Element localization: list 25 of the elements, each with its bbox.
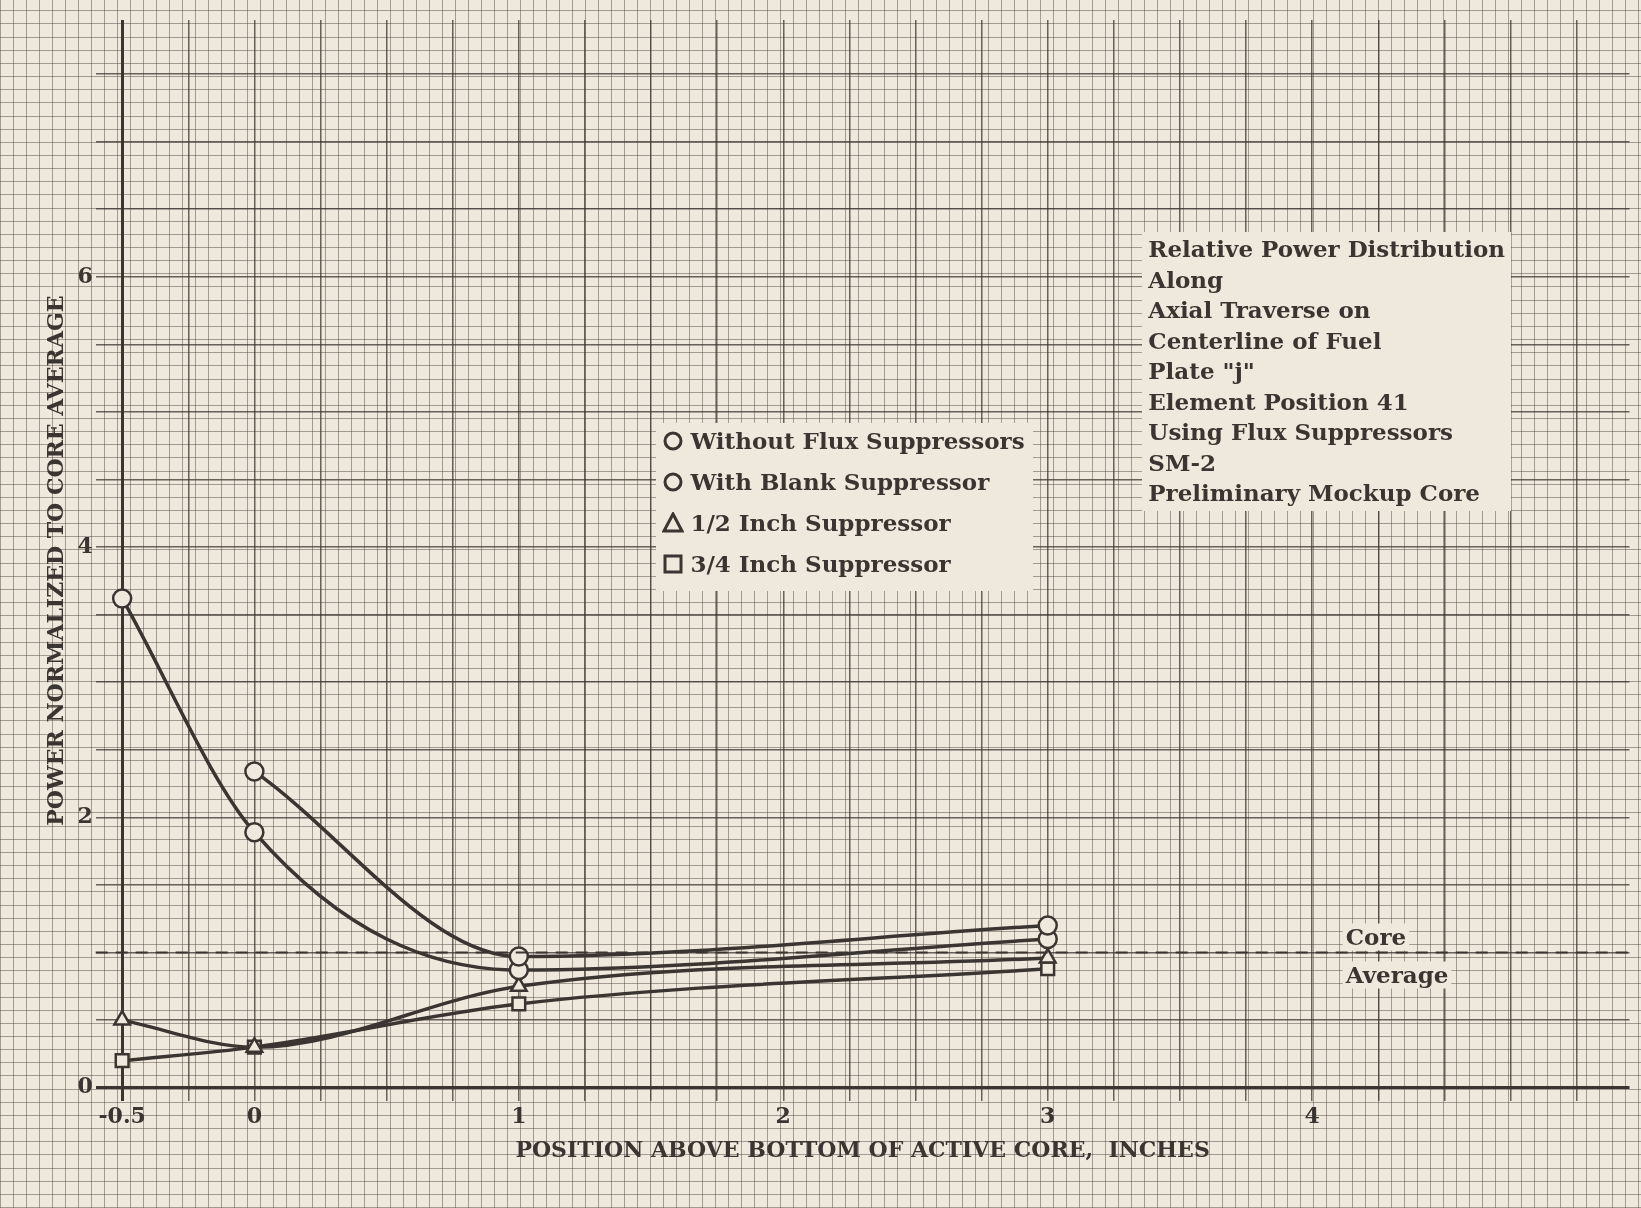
y-tick-label: 4 [77, 531, 93, 558]
legend-label: 3/4 Inch Suppressor [690, 549, 951, 577]
chart-title: Relative Power Distribution Along Axial Traverse on Centerline of Fuel Plate "j" Element Position 41 Using Flux Suppressors SM-2 Preliminary Mockup Core [1148, 235, 1505, 506]
legend-label: 1/2 Inch Suppressor [690, 508, 951, 536]
point [1037, 915, 1058, 936]
y-tick-label: 2 [77, 802, 93, 829]
x-tick-label: 2 [775, 1102, 791, 1129]
legend-label: With Blank Suppressor [690, 467, 990, 495]
y-tick-label: 0 [77, 1072, 93, 1099]
x-tick-label: 0 [246, 1102, 263, 1129]
point [508, 946, 530, 967]
point [511, 996, 527, 1012]
point [244, 822, 265, 843]
x-tick-label: 1 [511, 1102, 527, 1129]
legend-label: Without Flux Suppressors [690, 426, 1025, 454]
y-axis-title: POWER NORMALIZED TO CORE AVERAGE [41, 295, 68, 826]
x-tick-label: -0.5 [98, 1102, 146, 1129]
ref-line-label: Core Average [1344, 922, 1449, 988]
x-tick-label: 4 [1304, 1102, 1320, 1129]
x-axis-title: POSITION ABOVE BOTTOM OF ACTIVE CORE, INCHES [515, 1135, 1210, 1162]
x-tick-label: 3 [1040, 1102, 1056, 1129]
point [244, 761, 265, 782]
point [114, 1053, 130, 1069]
y-tick-label: 6 [77, 261, 93, 288]
point [111, 588, 133, 609]
